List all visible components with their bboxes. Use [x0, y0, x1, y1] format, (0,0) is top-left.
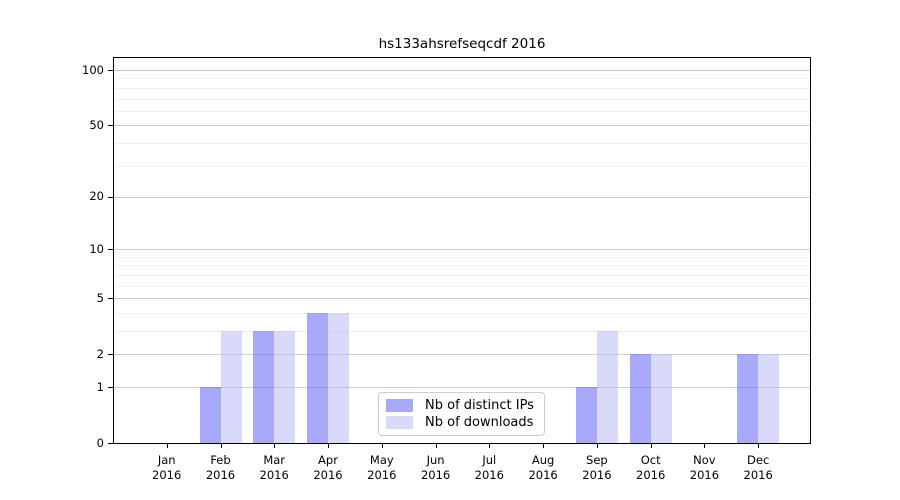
x-tick-label-mar: Mar 2016: [259, 453, 289, 482]
x-tick-label-may: May 2016: [367, 453, 397, 482]
x-tick-label-jun: Jun 2016: [420, 453, 451, 482]
x-tick-sep: [596, 444, 598, 448]
major-gridline-50: [114, 125, 810, 127]
x-tick-jul: [489, 444, 491, 448]
x-tick-label-aug: Aug 2016: [528, 453, 558, 482]
minor-gridline-3: [114, 331, 810, 332]
bar-distinct-ips-feb: [199, 387, 221, 443]
plot-area: Nb of distinct IPs Nb of downloads: [113, 57, 811, 444]
minor-gridline-90: [114, 78, 810, 80]
minor-gridline-4: [114, 312, 810, 314]
x-tick-dec: [758, 444, 760, 448]
x-tick-nov: [704, 444, 706, 448]
bar-downloads-oct: [650, 354, 672, 443]
bar-distinct-ips-sep: [575, 387, 597, 443]
chart-title: hs133ahsrefseqcdf 2016: [378, 36, 546, 52]
x-tick-label-oct: Oct 2016: [636, 453, 666, 482]
bar-downloads-feb: [220, 331, 242, 443]
y-tick-label-10: 10: [89, 241, 104, 256]
bar-distinct-ips-oct: [629, 354, 651, 443]
legend: Nb of distinct IPs Nb of downloads: [378, 392, 545, 436]
minor-gridline-70: [114, 98, 810, 100]
y-tick-2: [108, 354, 113, 356]
y-tick-50: [108, 125, 113, 127]
y-tick-1: [108, 387, 113, 388]
x-tick-jan: [166, 444, 168, 448]
x-tick-feb: [220, 444, 222, 448]
major-gridline-1: [114, 387, 810, 388]
y-tick-label-0: 0: [96, 435, 104, 450]
minor-gridline-30: [114, 165, 810, 167]
minor-gridline-40: [114, 142, 810, 144]
major-gridline-100: [114, 70, 810, 71]
legend-item-downloads: Nb of downloads: [386, 414, 534, 431]
x-tick-mar: [274, 444, 276, 448]
y-tick-label-5: 5: [96, 290, 104, 305]
bar-distinct-ips-apr: [307, 312, 328, 443]
major-gridline-2: [114, 354, 810, 356]
x-tick-label-feb: Feb 2016: [205, 453, 236, 482]
legend-swatch-distinct-ips: [386, 399, 413, 412]
y-tick-20: [108, 196, 113, 198]
legend-label-distinct-ips: Nb of distinct IPs: [425, 398, 534, 413]
y-tick-5: [108, 298, 113, 300]
x-tick-aug: [543, 444, 545, 448]
minor-gridline-60: [114, 110, 810, 112]
y-tick-label-20: 20: [89, 189, 104, 204]
x-tick-oct: [650, 444, 652, 448]
x-tick-apr: [328, 444, 329, 448]
legend-item-distinct-ips: Nb of distinct IPs: [386, 397, 534, 414]
y-tick-0: [108, 443, 113, 444]
major-gridline-20: [114, 196, 810, 198]
x-tick-label-jul: Jul 2016: [474, 453, 504, 482]
x-tick-label-nov: Nov 2016: [689, 453, 720, 482]
x-tick-may: [381, 444, 383, 448]
minor-gridline-8: [114, 265, 810, 267]
x-tick-label-jan: Jan 2016: [152, 453, 182, 482]
y-tick-label-50: 50: [89, 117, 104, 132]
y-tick-10: [108, 249, 113, 251]
x-tick-label-apr: Apr 2016: [313, 453, 343, 482]
bar-downloads-dec: [758, 354, 780, 443]
bar-downloads-sep: [596, 331, 618, 443]
x-tick-jun: [435, 444, 437, 448]
legend-swatch-downloads: [386, 416, 413, 429]
x-tick-label-sep: Sep 2016: [582, 453, 612, 482]
minor-gridline-80: [114, 87, 810, 89]
bar-distinct-ips-dec: [737, 354, 759, 443]
y-tick-label-2: 2: [96, 346, 104, 361]
x-tick-label-dec: Dec 2016: [743, 453, 773, 482]
minor-gridline-6: [114, 285, 810, 287]
y-tick-100: [108, 70, 113, 71]
bar-downloads-apr: [328, 312, 349, 443]
bar-distinct-ips-mar: [253, 331, 275, 443]
bar-downloads-mar: [274, 331, 296, 443]
legend-label-downloads: Nb of downloads: [425, 415, 534, 430]
minor-gridline-7: [114, 274, 810, 276]
major-gridline-5: [114, 298, 810, 300]
minor-gridline-9: [114, 256, 810, 258]
major-gridline-10: [114, 249, 810, 251]
y-tick-label-1: 1: [96, 379, 104, 394]
y-tick-label-100: 100: [82, 62, 104, 77]
